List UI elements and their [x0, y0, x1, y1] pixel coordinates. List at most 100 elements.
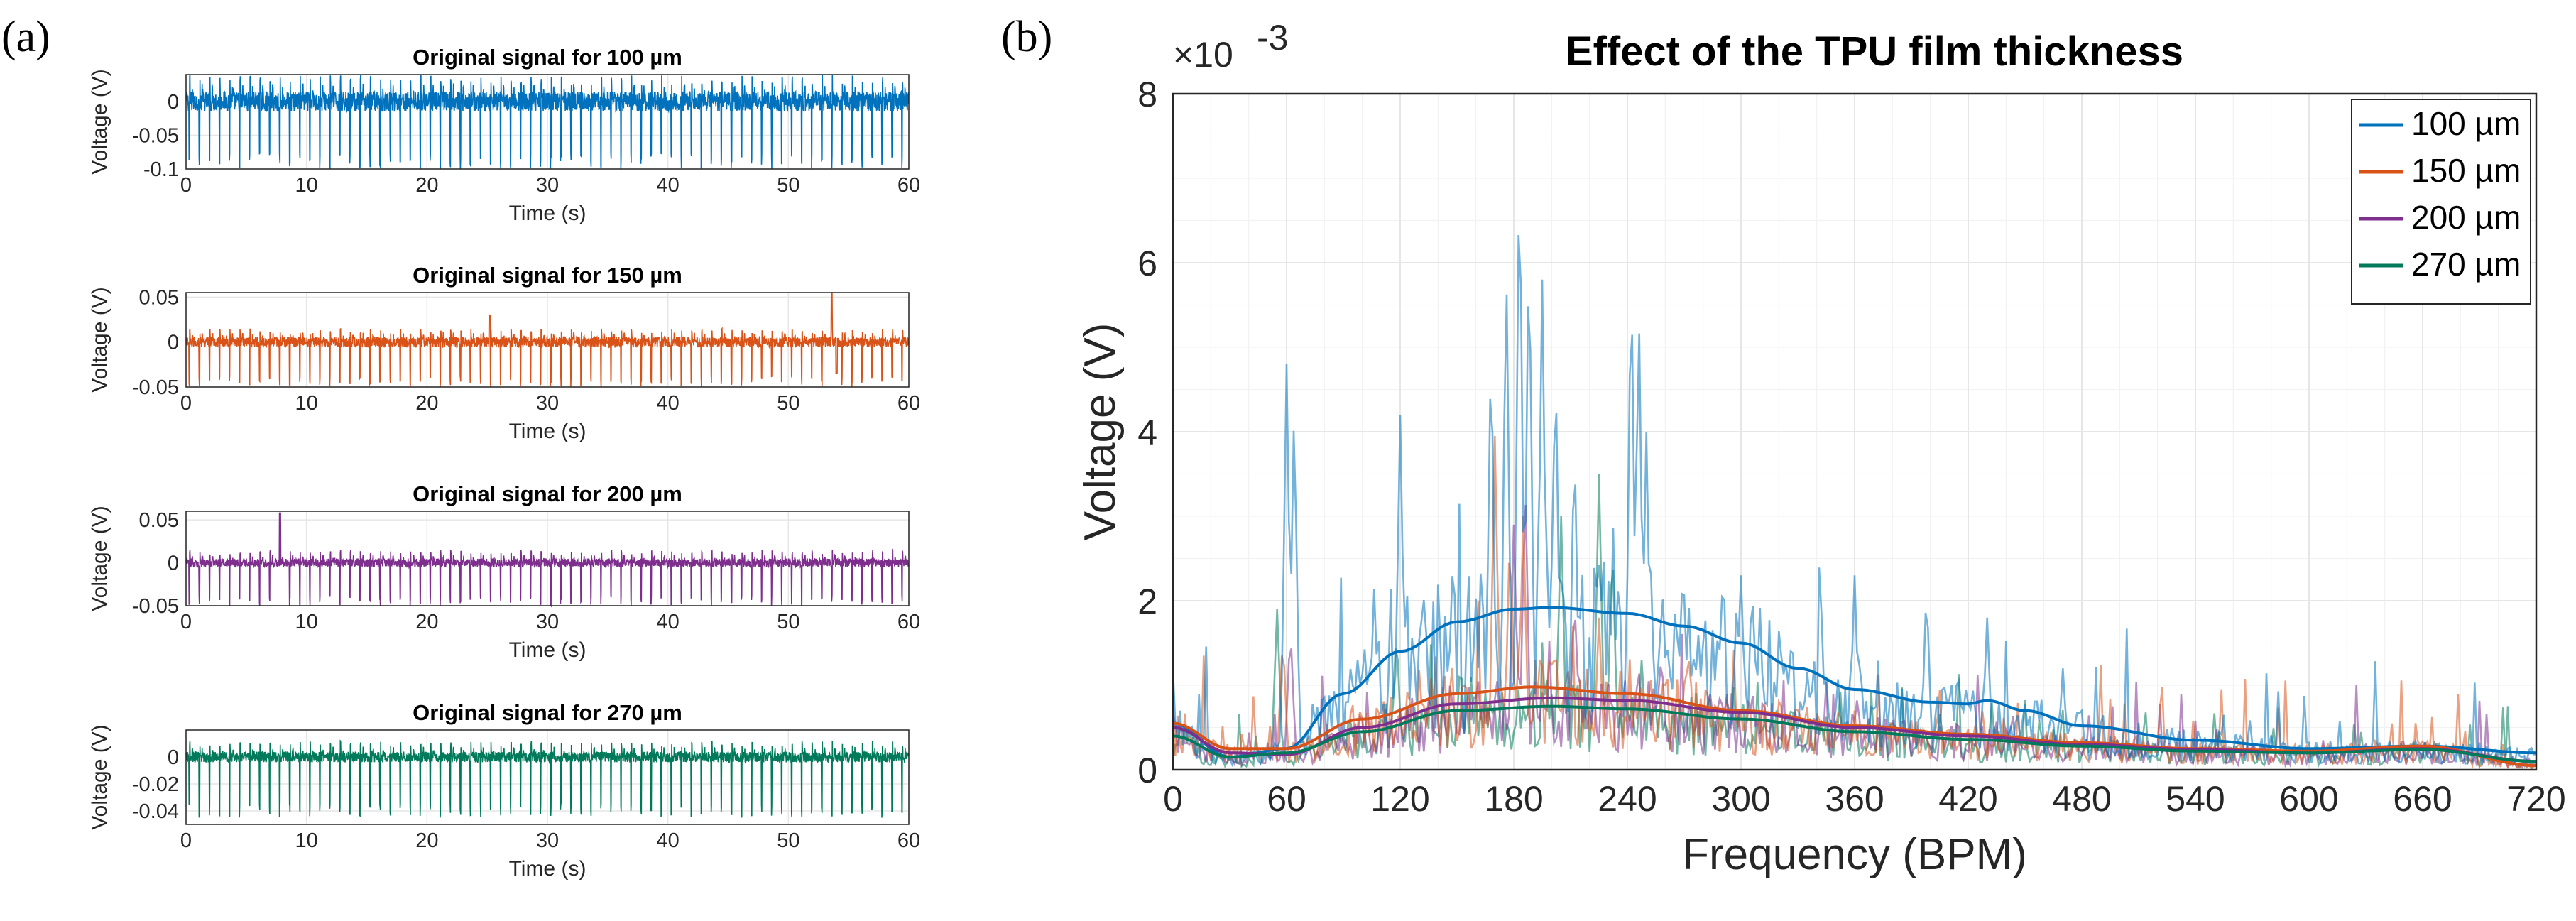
- y-tick-label: 8: [1137, 75, 1157, 114]
- x-tick-label: 120: [1370, 779, 1429, 819]
- axes-box: [185, 511, 910, 606]
- y-tick-label: -0.02: [132, 773, 179, 796]
- x-tick-label: 10: [295, 829, 318, 852]
- x-tick-label: 50: [777, 392, 799, 415]
- y-tick-label: -0.05: [132, 376, 179, 399]
- x-tick-label: 0: [180, 392, 192, 415]
- x-axis-label: Frequency (BPM): [1682, 830, 2027, 879]
- y-axis-label: Voltage (V): [88, 506, 111, 611]
- legend: 100 µm 150 µm 200 µm 270 µm: [2351, 99, 2531, 305]
- y-tick-label: 6: [1137, 244, 1157, 283]
- x-tick-label: 30: [536, 611, 559, 633]
- x-axis-label: Time (s): [509, 202, 586, 225]
- y-tick-label: -0.1: [143, 158, 179, 181]
- x-tick-label: 60: [897, 392, 920, 415]
- x-tick-label: 40: [657, 174, 680, 197]
- x-tick-label: 30: [536, 829, 559, 852]
- x-tick-label: 60: [897, 611, 920, 633]
- x-tick-label: 0: [1163, 779, 1183, 819]
- subplot-4: 0 10 20 30 40 50 60 0 -0.02 -0.04 Original signal …: [88, 700, 920, 881]
- x-tick-label: 480: [2052, 779, 2111, 819]
- x-tick-label: 10: [295, 392, 318, 415]
- x-tick-label: 20: [415, 174, 438, 197]
- x-tick-label: 0: [180, 174, 192, 197]
- y-tick-label: 0.05: [139, 509, 179, 532]
- spectrum-chart: 0 60 120 180 240 300 360 420 480 540 600 660 720 0 2 4 6…: [1076, 18, 2566, 879]
- fit-line-150um: [1172, 685, 2537, 767]
- chart-title: Effect of the TPU film thickness: [1566, 28, 2183, 75]
- axis-exponent-power: -3: [1257, 18, 1288, 58]
- axes-box: [1172, 92, 2538, 771]
- x-tick-label: 50: [777, 174, 799, 197]
- x-tick-label: 0: [180, 829, 192, 852]
- x-tick-label: 0: [180, 611, 192, 633]
- axes-box: [185, 292, 910, 388]
- axes-box: [185, 74, 910, 170]
- y-tick-label: 0: [168, 552, 179, 575]
- x-tick-label: 20: [415, 829, 438, 852]
- y-tick-label: 2: [1137, 582, 1157, 621]
- panel-label-b: (b): [1001, 13, 1052, 61]
- legend-label: 200 µm: [2411, 199, 2521, 236]
- fit-line-100um: [1172, 606, 2537, 759]
- x-tick-label: 180: [1484, 779, 1543, 819]
- x-tick-label: 660: [2393, 779, 2452, 819]
- subplot-1: 0 10 20 30 40 50 60 0 -0.05 -0.1 Original signal f…: [88, 45, 920, 225]
- x-axis-label: Time (s): [509, 420, 586, 443]
- x-tick-label: 360: [1825, 779, 1884, 819]
- y-tick-label: -0.04: [132, 800, 179, 823]
- x-tick-label: 40: [657, 611, 680, 633]
- legend-label: 270 µm: [2411, 246, 2521, 283]
- x-tick-label: 40: [657, 392, 680, 415]
- y-axis-label: Voltage (V): [88, 69, 111, 174]
- fit-line-270um: [1172, 704, 2537, 763]
- signal-line: [185, 292, 910, 387]
- x-tick-label: 50: [777, 611, 799, 633]
- x-tick-label: 600: [2279, 779, 2338, 819]
- y-tick-label: 4: [1137, 413, 1157, 452]
- panel-label-a: (a): [1, 13, 50, 61]
- subplot-title: Original signal for 200 µm: [413, 481, 682, 506]
- y-tick-label: 0: [168, 332, 179, 354]
- x-tick-label: 10: [295, 611, 318, 633]
- x-axis-label: Time (s): [509, 857, 586, 881]
- x-axis-label: Time (s): [509, 638, 586, 662]
- y-axis-label: Voltage (V): [88, 287, 111, 392]
- x-tick-label: 30: [536, 392, 559, 415]
- x-tick-label: 20: [415, 611, 438, 633]
- y-tick-label: -0.05: [132, 595, 179, 618]
- x-tick-label: 10: [295, 174, 318, 197]
- x-tick-label: 300: [1711, 779, 1770, 819]
- y-axis-label: Voltage (V): [1076, 323, 1125, 541]
- y-tick-label: 0: [1137, 751, 1157, 790]
- subplot-title: Original signal for 150 µm: [413, 263, 682, 288]
- x-tick-label: 60: [897, 829, 920, 852]
- y-axis-label: Voltage (V): [88, 724, 111, 829]
- legend-label: 150 µm: [2411, 152, 2521, 189]
- x-tick-label: 40: [657, 829, 680, 852]
- x-tick-label: 540: [2166, 779, 2225, 819]
- spectrum-line-150um: [1172, 435, 2537, 770]
- axes-box: [185, 729, 910, 825]
- y-tick-label: 0: [168, 746, 179, 769]
- y-tick-label: -0.05: [132, 125, 179, 148]
- signal-line: [185, 512, 910, 608]
- subplot-title: Original signal for 100 µm: [413, 45, 682, 70]
- y-tick-label: 0.05: [139, 286, 179, 309]
- x-tick-label: 240: [1598, 779, 1657, 819]
- legend-label: 100 µm: [2411, 105, 2521, 142]
- signal-line: [185, 75, 910, 170]
- axis-exponent: ×10: [1173, 35, 1233, 75]
- x-tick-label: 420: [1938, 779, 1997, 819]
- x-tick-label: 60: [1267, 779, 1306, 819]
- x-tick-label: 20: [415, 392, 438, 415]
- legend-box: [2351, 99, 2531, 305]
- y-tick-label: 0: [168, 91, 179, 114]
- signal-line: [185, 739, 910, 818]
- x-tick-label: 30: [536, 174, 559, 197]
- subplot-title: Original signal for 270 µm: [413, 700, 682, 725]
